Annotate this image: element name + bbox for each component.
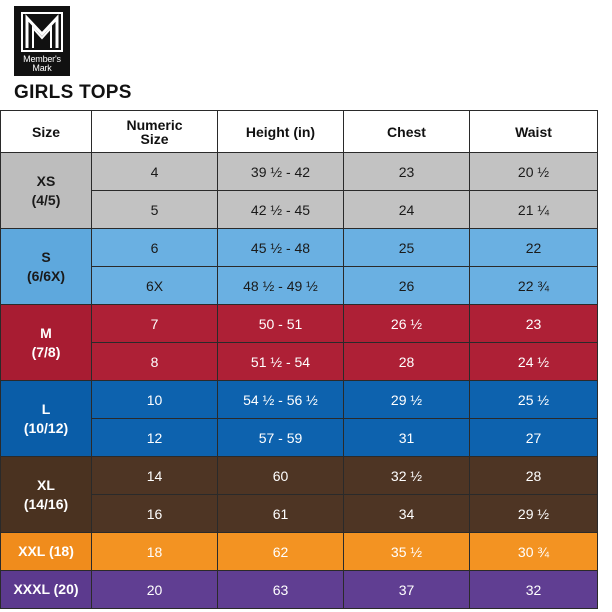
chest-cell: 24 (343, 190, 470, 229)
size-label-cell: L (10/12) (0, 380, 92, 457)
waist-cell: 24 ½ (469, 342, 598, 381)
chest-cell: 35 ½ (343, 532, 470, 571)
size-label-cell: XXL (18) (0, 532, 92, 571)
chest-cell: 26 (343, 266, 470, 305)
height-cell: 42 ½ - 45 (217, 190, 344, 229)
table-row: XXXL (20) 20 63 37 32 (0, 570, 598, 609)
table-row: M (7/8) 7 50 - 51 26 ½ 23 (0, 304, 598, 381)
size-chart-table: Size Numeric Size Height (in) Chest Wais… (0, 110, 598, 609)
numeric-size-cell: 6X (91, 266, 218, 305)
numeric-size-cell: 5 (91, 190, 218, 229)
waist-cell: 20 ½ (469, 152, 598, 191)
height-cell: 39 ½ - 42 (217, 152, 344, 191)
header-size: Size (0, 110, 92, 153)
table-row: XL (14/16) 14 60 32 ½ 28 (0, 456, 598, 533)
height-cell: 54 ½ - 56 ½ (217, 380, 344, 419)
size-label-cell: XS (4/5) (0, 152, 92, 229)
size-range-label: (6/6X) (26, 267, 66, 284)
table-row: XXL (18) 18 62 35 ½ 30 ¾ (0, 532, 598, 571)
size-label-cell: S (6/6X) (0, 228, 92, 305)
numeric-size-cell: 7 (91, 304, 218, 343)
numeric-size-cell: 20 (91, 570, 218, 609)
waist-cell: 22 ¾ (469, 266, 598, 305)
size-label: XS (36, 172, 56, 189)
size-label: L (41, 400, 51, 417)
header-height: Height (in) (217, 110, 344, 153)
logo-wordmark-line1: Member's (23, 54, 61, 64)
numeric-size-cell: 18 (91, 532, 218, 571)
height-cell: 61 (217, 494, 344, 533)
height-cell: 63 (217, 570, 344, 609)
members-mark-logo: Member's Mark (14, 6, 70, 76)
size-label: XL (37, 476, 55, 493)
header-waist: Waist (469, 110, 598, 153)
size-range-label: (7/8) (31, 343, 61, 360)
size-range-label: (4/5) (31, 191, 61, 208)
m-monogram-icon (21, 12, 63, 52)
height-cell: 57 - 59 (217, 418, 344, 457)
table-row: 6X 48 ½ - 49 ½ 26 22 ¾ (1, 266, 598, 305)
chest-cell: 37 (343, 570, 470, 609)
size-label-cell: M (7/8) (0, 304, 92, 381)
page-title: GIRLS TOPS (14, 82, 132, 103)
waist-cell: 32 (469, 570, 598, 609)
waist-cell: 23 (469, 304, 598, 343)
header-chest: Chest (343, 110, 470, 153)
numeric-size-cell: 14 (91, 456, 218, 495)
table-row: 12 57 - 59 31 27 (1, 418, 598, 457)
logo-wordmark: Member's Mark (14, 55, 70, 73)
height-cell: 62 (217, 532, 344, 571)
height-cell: 45 ½ - 48 (217, 228, 344, 267)
numeric-size-cell: 4 (91, 152, 218, 191)
header-numeric-line2: Size (140, 130, 169, 147)
chest-cell: 25 (343, 228, 470, 267)
height-cell: 51 ½ - 54 (217, 342, 344, 381)
chest-cell: 31 (343, 418, 470, 457)
height-cell: 60 (217, 456, 344, 495)
size-range-label: (14/16) (23, 495, 69, 512)
waist-cell: 30 ¾ (469, 532, 598, 571)
chest-cell: 28 (343, 342, 470, 381)
numeric-size-cell: 8 (91, 342, 218, 381)
chest-cell: 32 ½ (343, 456, 470, 495)
size-label: S (41, 248, 51, 265)
table-row: 8 51 ½ - 54 28 24 ½ (1, 342, 598, 381)
size-range-label: (10/12) (23, 419, 69, 436)
header-numeric-size: Numeric Size (91, 110, 218, 153)
size-label: XXXL (20) (13, 581, 79, 597)
waist-cell: 22 (469, 228, 598, 267)
waist-cell: 25 ½ (469, 380, 598, 419)
numeric-size-cell: 12 (91, 418, 218, 457)
size-label-cell: XXXL (20) (0, 570, 92, 609)
numeric-size-cell: 10 (91, 380, 218, 419)
size-label: XXL (18) (18, 543, 74, 559)
height-cell: 50 - 51 (217, 304, 344, 343)
numeric-size-cell: 16 (91, 494, 218, 533)
chest-cell: 23 (343, 152, 470, 191)
height-cell: 48 ½ - 49 ½ (217, 266, 344, 305)
table-row: S (6/6X) 6 45 ½ - 48 25 22 (0, 228, 598, 305)
waist-cell: 21 ¼ (469, 190, 598, 229)
table-row: L (10/12) 10 54 ½ - 56 ½ 29 ½ 25 ½ (0, 380, 598, 457)
table-row: XS (4/5) 4 39 ½ - 42 23 20 ½ (0, 152, 598, 229)
size-label-cell: XL (14/16) (0, 456, 92, 533)
chest-cell: 34 (343, 494, 470, 533)
logo-wordmark-line2: Mark (32, 63, 52, 73)
waist-cell: 27 (469, 418, 598, 457)
size-label: M (40, 324, 52, 341)
numeric-size-cell: 6 (91, 228, 218, 267)
waist-cell: 29 ½ (469, 494, 598, 533)
chest-cell: 26 ½ (343, 304, 470, 343)
table-header-row: Size Numeric Size Height (in) Chest Wais… (0, 110, 598, 153)
header-numeric-line1: Numeric (126, 116, 183, 133)
chest-cell: 29 ½ (343, 380, 470, 419)
table-row: 5 42 ½ - 45 24 21 ¼ (1, 190, 598, 229)
waist-cell: 28 (469, 456, 598, 495)
